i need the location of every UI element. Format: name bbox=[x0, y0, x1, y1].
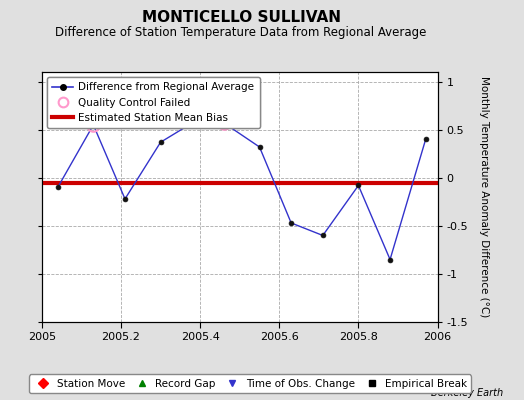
Text: MONTICELLO SULLIVAN: MONTICELLO SULLIVAN bbox=[141, 10, 341, 25]
Text: Difference of Station Temperature Data from Regional Average: Difference of Station Temperature Data f… bbox=[56, 26, 427, 39]
Y-axis label: Monthly Temperature Anomaly Difference (°C): Monthly Temperature Anomaly Difference (… bbox=[479, 76, 489, 318]
Legend: Difference from Regional Average, Quality Control Failed, Estimated Station Mean: Difference from Regional Average, Qualit… bbox=[47, 77, 259, 128]
Legend: Station Move, Record Gap, Time of Obs. Change, Empirical Break: Station Move, Record Gap, Time of Obs. C… bbox=[29, 374, 472, 393]
Text: Berkeley Earth: Berkeley Earth bbox=[431, 388, 503, 398]
